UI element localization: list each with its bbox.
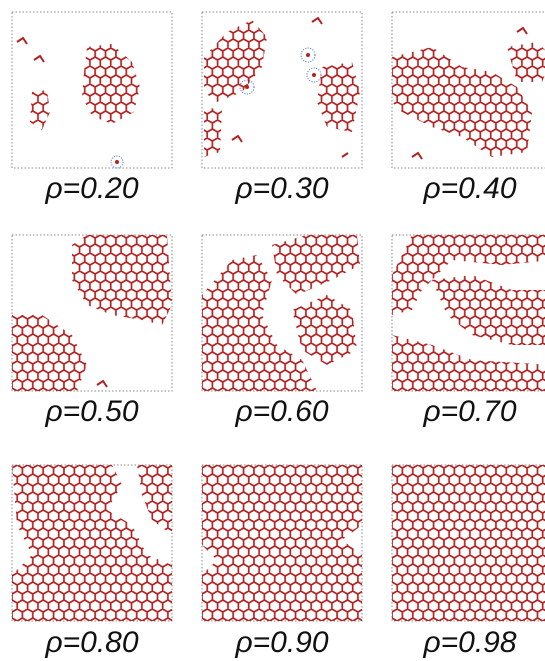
panel xyxy=(12,465,172,621)
panel-label: ρ=0.40 xyxy=(422,172,516,205)
panel xyxy=(392,235,545,391)
panel-label: ρ=0.90 xyxy=(234,626,328,659)
panel xyxy=(202,235,362,391)
panel xyxy=(202,12,362,168)
panel xyxy=(392,12,545,168)
panel xyxy=(392,465,545,621)
panel xyxy=(12,235,172,391)
panel-label: ρ=0.70 xyxy=(422,395,516,428)
panel-label: ρ=0.50 xyxy=(44,395,138,428)
panel-label: ρ=0.80 xyxy=(44,626,138,659)
panel-label: ρ=0.98 xyxy=(422,626,516,659)
panel-label: ρ=0.20 xyxy=(44,172,138,205)
figure: ρ=0.20 ρ=0.30 ρ=0.40 ρ=0.50 ρ=0.60 ρ=0.7… xyxy=(0,0,545,661)
panel-label: ρ=0.60 xyxy=(234,395,328,428)
panel xyxy=(202,465,362,621)
panel xyxy=(12,12,172,168)
panel-label: ρ=0.30 xyxy=(234,172,328,205)
